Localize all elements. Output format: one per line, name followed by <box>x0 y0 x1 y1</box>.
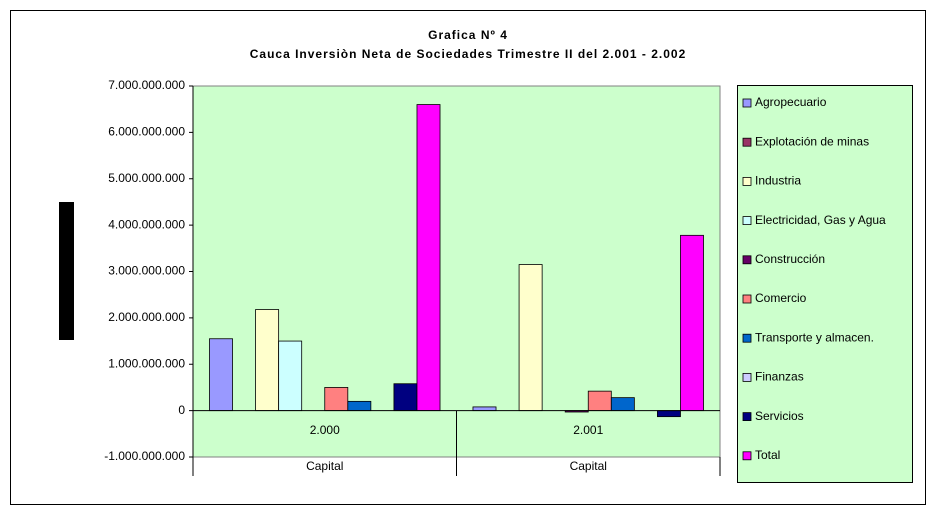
legend-swatch <box>742 412 752 422</box>
y-tick-label: 5.000.000.000 <box>108 171 185 185</box>
legend-label: Industria <box>755 174 801 188</box>
chart-subtitle: Cauca Inversiòn Neta de Sociedades Trime… <box>250 47 687 61</box>
legend-swatch <box>742 333 752 343</box>
legend-swatch <box>742 451 752 461</box>
y-tick-label: 4.000.000.000 <box>108 217 185 231</box>
bar <box>680 234 704 412</box>
chart-title: Grafica Nº 4 <box>428 28 508 42</box>
bar <box>416 104 441 412</box>
legend-box <box>737 85 913 483</box>
bar <box>587 390 612 412</box>
x-tick-label: 2.000 <box>310 423 340 437</box>
legend-swatch <box>742 98 752 108</box>
legend-swatch <box>742 255 752 265</box>
y-tick-label: 3.000.000.000 <box>108 264 185 278</box>
legend-label: Agropecuario <box>755 95 827 109</box>
bar <box>518 264 543 412</box>
bar <box>324 387 349 412</box>
x-group-label: Capital <box>570 459 607 473</box>
legend-label: Finanzas <box>755 370 804 384</box>
x-tick-label: 2.001 <box>573 423 603 437</box>
bar <box>393 383 418 412</box>
legend-label: Servicios <box>755 409 804 423</box>
legend-label: Total <box>755 448 780 462</box>
legend-swatch <box>742 294 752 304</box>
legend-label: Electricidad, Gas y Agua <box>755 213 886 227</box>
legend-label: Construcción <box>755 252 825 266</box>
legend-swatch <box>742 137 752 147</box>
bar <box>209 338 233 412</box>
y-tick-label: 6.000.000.000 <box>108 125 185 139</box>
bar <box>657 410 681 418</box>
legend-label: Explotación de minas <box>755 134 869 148</box>
legend-swatch <box>742 176 752 186</box>
redacted-axis-title <box>59 202 74 340</box>
y-tick-label: 7.000.000.000 <box>108 78 185 92</box>
bar <box>610 397 635 412</box>
legend-swatch <box>742 372 752 382</box>
bar <box>255 309 280 412</box>
y-tick-label: -1.000.000.000 <box>104 449 185 463</box>
y-tick-label: 0 <box>178 403 185 417</box>
legend-label: Comercio <box>755 291 807 305</box>
y-tick-label: 2.000.000.000 <box>108 310 185 324</box>
bar <box>472 406 497 412</box>
legend-swatch <box>742 216 752 226</box>
x-group-label: Capital <box>306 459 343 473</box>
bar <box>278 340 303 412</box>
y-tick-label: 1.000.000.000 <box>108 356 185 370</box>
bar <box>347 400 372 412</box>
legend-label: Transporte y almacen. <box>755 330 874 344</box>
